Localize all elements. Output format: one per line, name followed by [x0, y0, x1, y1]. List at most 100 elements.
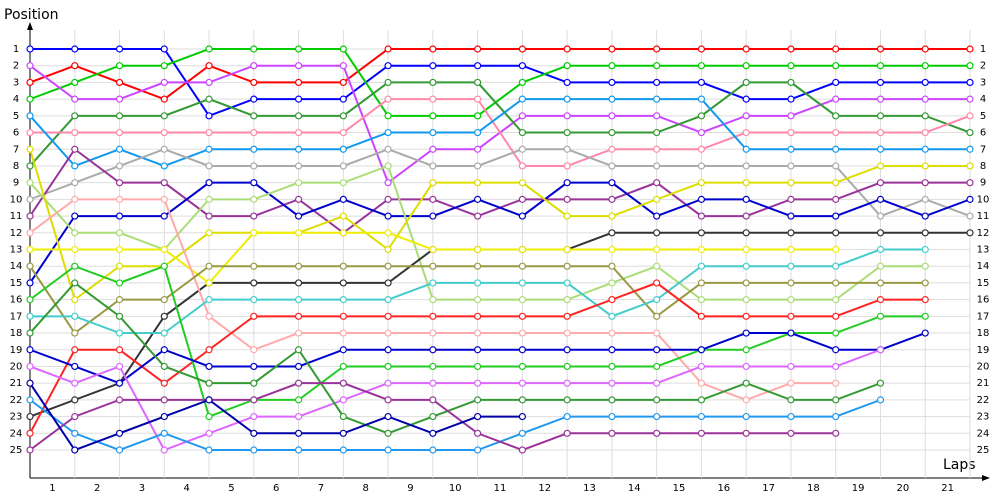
series-point [563, 78, 571, 87]
series-point [250, 62, 258, 70]
series-point [26, 179, 34, 187]
series-point [653, 45, 661, 53]
y-tick-label: 8 [13, 161, 19, 172]
series-point [787, 112, 795, 120]
series-point [742, 128, 750, 137]
series-point [294, 78, 303, 87]
series-line [29, 382, 523, 452]
series-point [832, 396, 840, 404]
series-point [966, 128, 974, 137]
series-point [429, 245, 437, 254]
series-point [339, 195, 347, 203]
series-point [429, 162, 437, 170]
y-tick-label-right: 8 [980, 161, 986, 172]
series-point [384, 446, 392, 454]
series-point [653, 412, 661, 421]
series-point [384, 195, 392, 203]
series-point [563, 279, 571, 287]
series-point [876, 195, 885, 203]
series-point [160, 429, 168, 437]
series-point [115, 112, 124, 120]
series-point [742, 112, 750, 120]
series-point [384, 245, 392, 254]
series-point [876, 296, 885, 304]
series-point [115, 429, 124, 437]
series-point [294, 379, 303, 387]
series-point [608, 296, 616, 304]
series-point [294, 396, 303, 404]
series-point [563, 162, 571, 170]
y-tick-label: 4 [13, 94, 19, 105]
series-point [294, 279, 303, 287]
series-point [742, 212, 750, 220]
series-point [518, 296, 526, 304]
series-point [742, 279, 750, 287]
y-tick-label-right: 10 [977, 194, 990, 205]
series-point [384, 279, 392, 287]
x-tick-label: 5 [228, 483, 234, 494]
series-point [250, 229, 258, 237]
series-point [384, 162, 392, 170]
series-point [115, 379, 124, 387]
series-point [966, 112, 974, 120]
y-tick-label: 19 [10, 345, 23, 356]
series-point [832, 162, 840, 170]
series-point [742, 312, 750, 320]
series-point [205, 312, 213, 320]
series-point [608, 429, 616, 437]
series-point [563, 329, 571, 337]
series-point [71, 362, 79, 371]
series-point [71, 279, 79, 287]
series-point [71, 95, 79, 103]
series-point [832, 145, 840, 153]
series-point [787, 262, 795, 270]
series-point [339, 396, 347, 404]
y-tick-label: 24 [10, 428, 23, 439]
series-point [160, 95, 168, 103]
series-point [429, 329, 437, 337]
x-tick-label: 12 [538, 483, 551, 494]
series-point [474, 362, 482, 371]
series-point [160, 362, 168, 371]
series-point [697, 45, 706, 53]
series-point [653, 312, 661, 320]
series-point [787, 329, 795, 337]
series-point [26, 396, 34, 404]
series-point [115, 128, 124, 137]
series-point [518, 78, 526, 87]
series-point [71, 229, 79, 237]
series-point [250, 346, 258, 354]
series-point [608, 45, 616, 53]
series-point [518, 128, 526, 137]
series-point [160, 195, 168, 203]
series-point [787, 162, 795, 170]
series-point [474, 179, 482, 187]
series-point [26, 45, 34, 53]
series-point [115, 262, 124, 270]
series-point [787, 128, 795, 137]
series-point [71, 162, 79, 170]
series-point [518, 145, 526, 153]
y-tick-label: 13 [10, 245, 23, 256]
series-point [26, 145, 34, 153]
series-point [71, 112, 79, 120]
series-point [429, 195, 437, 203]
series-point [339, 62, 347, 70]
y-tick-label: 18 [10, 328, 23, 339]
series-point [787, 145, 795, 153]
series-point [429, 78, 437, 87]
series-point [653, 95, 661, 103]
series-point [160, 62, 168, 70]
series-point [608, 179, 616, 187]
series-point [832, 128, 840, 137]
series-point [384, 412, 392, 421]
series-line [29, 81, 971, 167]
series-point [966, 45, 974, 53]
series-point [339, 279, 347, 287]
x-tick-label: 7 [318, 483, 324, 494]
series-point [294, 329, 303, 337]
series-point [742, 62, 750, 70]
series-point [115, 346, 124, 354]
series-point [653, 145, 661, 153]
